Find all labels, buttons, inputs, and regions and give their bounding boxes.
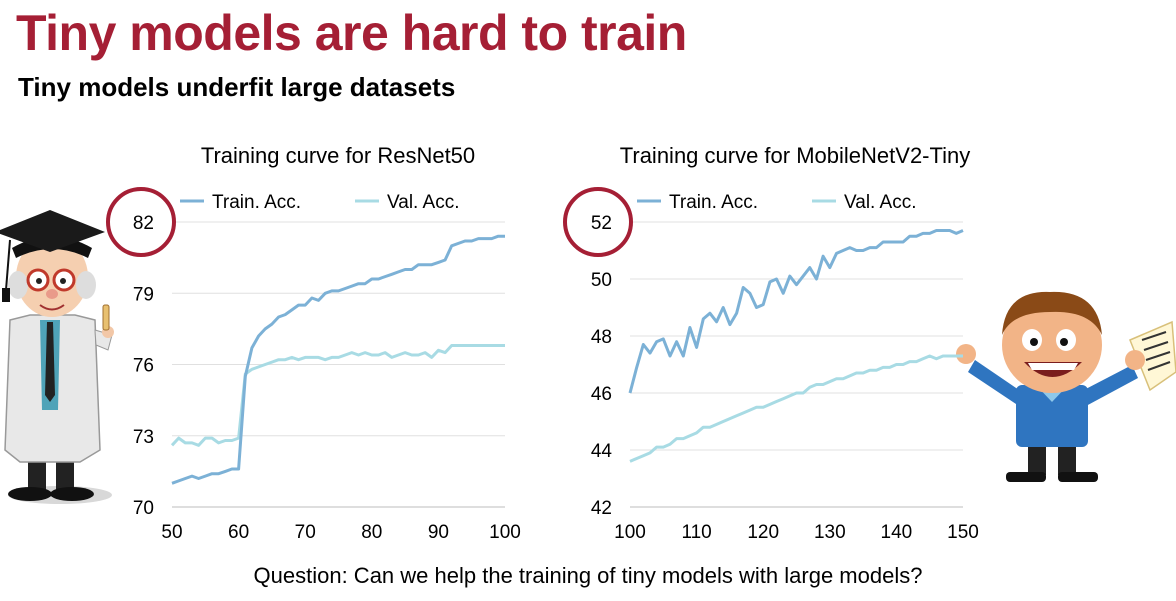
question-text: Question: Can we help the training of ti…	[253, 563, 923, 588]
highlight-circle	[563, 187, 633, 257]
val-acc-line	[629, 354, 963, 463]
val-acc-line	[170, 344, 505, 447]
legend-label-train: Train. Acc.	[669, 192, 758, 213]
y-tick-label: 76	[133, 356, 154, 377]
legend-label-val: Val. Acc.	[387, 192, 460, 213]
y-tick-label: 50	[591, 270, 612, 291]
x-tick-label: 50	[161, 522, 182, 543]
y-tick-label: 46	[591, 384, 612, 405]
x-tick-label: 140	[881, 522, 913, 543]
student-illustration	[956, 291, 1176, 482]
chart-title: Training curve for MobileNetV2-Tiny	[620, 143, 971, 168]
train-acc-line	[628, 229, 964, 394]
resnet50-chart: Training curve for ResNet50 Train. Acc. Va…	[106, 143, 521, 543]
y-tick-label: 79	[133, 284, 154, 305]
y-tick-label: 82	[133, 213, 154, 234]
x-tick-label: 130	[814, 522, 846, 543]
y-tick-label: 52	[591, 213, 612, 234]
y-tick-label: 48	[591, 327, 612, 348]
highlight-circle	[106, 187, 176, 257]
chart-title: Training curve for ResNet50	[201, 143, 475, 168]
x-tick-label: 150	[947, 522, 979, 543]
x-tick-label: 110	[681, 522, 711, 543]
x-tick-label: 100	[614, 522, 646, 543]
slide-title: Tiny models are hard to train	[16, 5, 687, 61]
slide-subtitle: Tiny models underfit large datasets	[18, 72, 456, 102]
mobilenetv2-tiny-chart: Training curve for MobileNetV2-Tiny Train…	[563, 143, 979, 543]
professor-illustration	[0, 210, 114, 504]
x-tick-label: 90	[428, 522, 449, 543]
x-tick-label: 120	[747, 522, 779, 543]
y-tick-label: 70	[133, 498, 154, 519]
x-tick-label: 80	[361, 522, 382, 543]
legend-label-val: Val. Acc.	[844, 192, 917, 213]
y-tick-label: 73	[133, 427, 154, 448]
legend-label-train: Train. Acc.	[212, 192, 301, 213]
y-tick-label: 42	[591, 498, 612, 519]
train-acc-line	[171, 234, 505, 485]
x-tick-label: 60	[228, 522, 249, 543]
x-tick-label: 70	[295, 522, 316, 543]
y-tick-label: 44	[591, 441, 613, 462]
x-tick-label: 100	[489, 522, 521, 543]
